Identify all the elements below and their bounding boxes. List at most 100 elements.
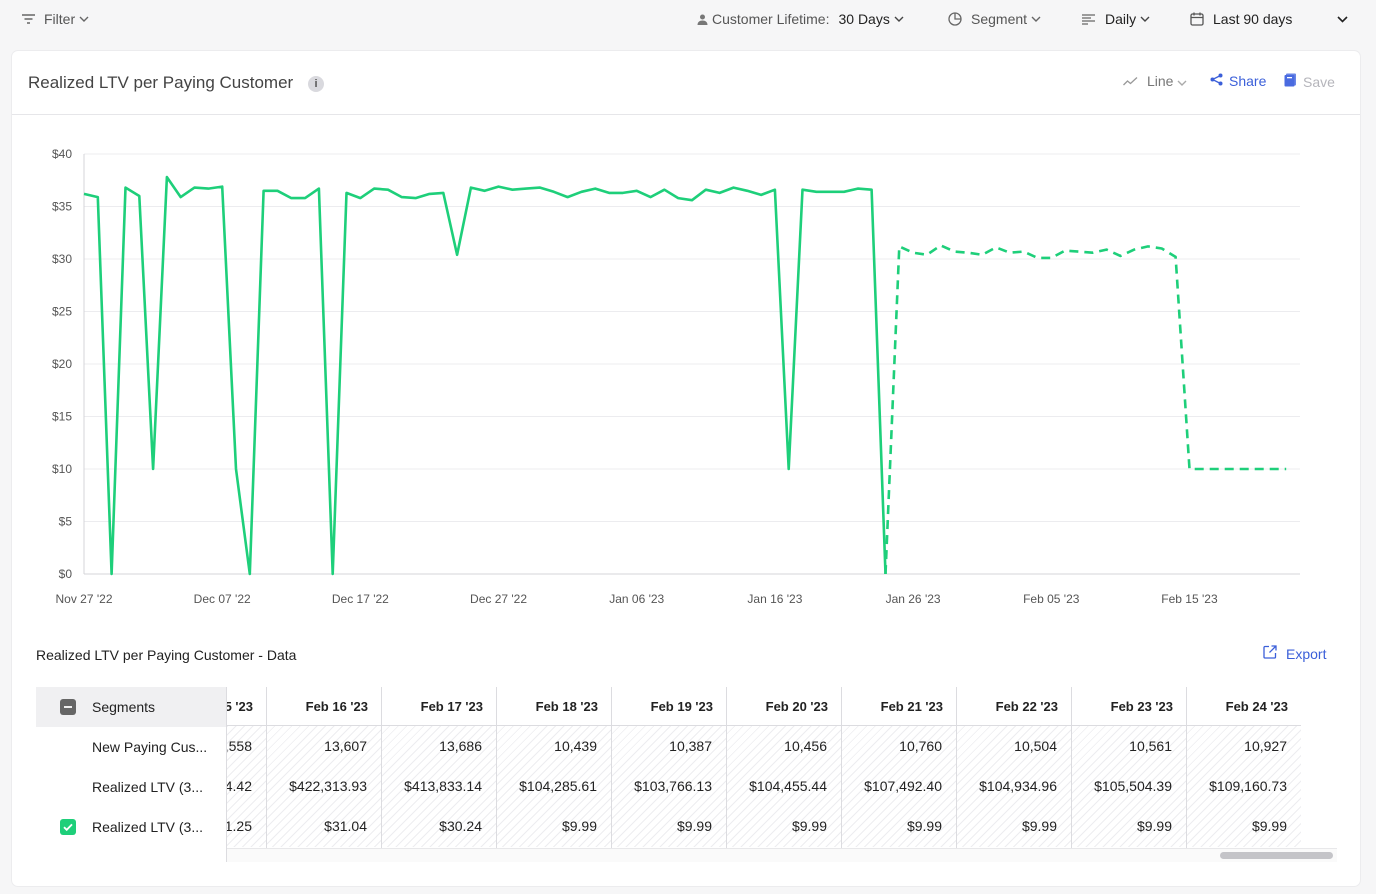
table-cell: 10,561 bbox=[1129, 738, 1172, 754]
customer-lifetime-dropdown[interactable]: Customer Lifetime: 30 Days bbox=[697, 0, 904, 38]
segment-row: Realized LTV (3... bbox=[36, 767, 227, 807]
segment-label: New Paying Cus... bbox=[92, 739, 208, 755]
table-cell: $9.99 bbox=[561, 818, 597, 834]
table-cell: 10,504 bbox=[1014, 738, 1057, 754]
table-cell: 10,387 bbox=[669, 738, 712, 754]
segment-row: New Paying Cus... bbox=[36, 727, 227, 767]
horizontal-scrollbar[interactable] bbox=[227, 848, 1337, 862]
table-cell: 10,456 bbox=[784, 738, 827, 754]
share-icon bbox=[1210, 73, 1223, 89]
chevron-down-icon bbox=[79, 16, 89, 22]
table-cell: $104,455.44 bbox=[749, 778, 827, 794]
table-cell: $9.99 bbox=[1136, 818, 1172, 834]
date-range-dropdown[interactable]: Last 90 days bbox=[1190, 0, 1352, 38]
chevron-down-icon bbox=[1177, 73, 1187, 89]
date-column: Feb 20 '23 10,456 $104,455.44 $9.99 bbox=[726, 687, 841, 848]
table-cell: $9.99 bbox=[1021, 818, 1057, 834]
segments-header: Segments bbox=[36, 687, 227, 727]
table-cell: $109,160.73 bbox=[1209, 778, 1287, 794]
segment-label: Realized LTV (3... bbox=[92, 819, 204, 835]
column-body: 10,504 $104,934.96 $9.99 bbox=[957, 726, 1071, 847]
column-header[interactable]: Feb 22 '23 bbox=[957, 687, 1071, 726]
date-column: Feb 18 '23 10,439 $104,285.61 $9.99 bbox=[496, 687, 611, 848]
column-body: 13,558 $423,714.42 $31.25 bbox=[227, 726, 266, 847]
date-column: Feb 15 '23 13,558 $423,714.42 $31.25 bbox=[227, 687, 266, 848]
chart-type-dropdown[interactable]: Line bbox=[1123, 73, 1187, 89]
info-icon[interactable]: i bbox=[308, 76, 324, 92]
granularity-label: Daily bbox=[1105, 11, 1137, 27]
y-tick-label: $40 bbox=[52, 147, 72, 161]
share-button[interactable]: Share bbox=[1210, 73, 1266, 89]
column-body: 10,561 $105,504.39 $9.99 bbox=[1072, 726, 1186, 847]
export-button[interactable]: Export bbox=[1263, 645, 1326, 662]
x-tick-label: Feb 05 '23 bbox=[1023, 592, 1080, 606]
column-body: 13,607 $422,313.93 $31.04 bbox=[267, 726, 381, 847]
save-button[interactable]: Save bbox=[1284, 73, 1335, 90]
segment-label: Realized LTV (3... bbox=[92, 779, 204, 795]
x-tick-label: Dec 07 '22 bbox=[194, 592, 251, 606]
table-cell: $423,714.42 bbox=[227, 778, 252, 794]
scrollbar-thumb[interactable] bbox=[1220, 852, 1333, 859]
x-tick-label: Jan 16 '23 bbox=[747, 592, 802, 606]
table-cell: $103,766.13 bbox=[634, 778, 712, 794]
card-header: Realized LTV per Paying Customer i Line … bbox=[12, 51, 1360, 115]
line-chart-icon bbox=[1123, 73, 1138, 89]
chevron-down-icon bbox=[1337, 15, 1348, 23]
data-grid[interactable]: Feb 15 '23 13,558 $423,714.42 $31.25 Feb 16 … bbox=[227, 687, 1337, 848]
chevron-down-icon bbox=[894, 16, 904, 22]
column-header[interactable]: Feb 16 '23 bbox=[267, 687, 381, 726]
date-column: Feb 23 '23 10,561 $105,504.39 $9.99 bbox=[1071, 687, 1186, 848]
y-tick-label: $35 bbox=[52, 200, 72, 214]
column-header[interactable]: Feb 19 '23 bbox=[612, 687, 726, 726]
y-tick-label: $0 bbox=[59, 567, 73, 581]
table-cell: 13,607 bbox=[324, 738, 367, 754]
lifetime-value: 30 Days bbox=[838, 11, 890, 27]
table-divider bbox=[226, 687, 227, 862]
x-tick-label: Jan 26 '23 bbox=[886, 592, 941, 606]
chevron-down-icon bbox=[1031, 16, 1041, 22]
column-header[interactable]: Feb 18 '23 bbox=[497, 687, 611, 726]
filter-label: Filter bbox=[44, 11, 76, 27]
date-column: Feb 21 '23 10,760 $107,492.40 $9.99 bbox=[841, 687, 956, 848]
data-section-title: Realized LTV per Paying Customer - Data bbox=[36, 647, 297, 663]
external-link-icon bbox=[1263, 645, 1277, 662]
line-chart: $0 $5 $10 $15 $20 $25 $30 $35 $40 Nov 27 '22 Dec 0… bbox=[52, 147, 1300, 606]
x-tick-label: Feb 15 '23 bbox=[1161, 592, 1218, 606]
column-body: 10,927 $109,160.73 $9.99 bbox=[1187, 726, 1301, 847]
table-cell: $413,833.14 bbox=[404, 778, 482, 794]
segment-dropdown[interactable]: Segment bbox=[948, 0, 1041, 38]
select-all-checkbox[interactable] bbox=[60, 699, 76, 715]
y-tick-label: $15 bbox=[52, 410, 72, 424]
column-header[interactable]: Feb 23 '23 bbox=[1072, 687, 1186, 726]
projected-series-line bbox=[884, 244, 1287, 575]
column-body: 10,387 $103,766.13 $9.99 bbox=[612, 726, 726, 847]
x-tick-label: Dec 17 '22 bbox=[332, 592, 389, 606]
x-tick-label: Dec 27 '22 bbox=[470, 592, 527, 606]
column-header[interactable]: Feb 21 '23 bbox=[842, 687, 956, 726]
column-body: 13,686 $413,833.14 $30.24 bbox=[382, 726, 496, 847]
table-cell: $9.99 bbox=[906, 818, 942, 834]
date-range-label: Last 90 days bbox=[1213, 11, 1293, 27]
filter-icon bbox=[22, 14, 35, 24]
table-cell: $104,285.61 bbox=[519, 778, 597, 794]
segment-checkbox-checked[interactable] bbox=[60, 819, 76, 835]
segment-row: Realized LTV (3... bbox=[36, 807, 227, 847]
filter-button[interactable]: Filter bbox=[22, 0, 89, 38]
granularity-dropdown[interactable]: Daily bbox=[1082, 0, 1150, 38]
table-cell: $104,934.96 bbox=[979, 778, 1057, 794]
table-cell: 10,760 bbox=[899, 738, 942, 754]
table-cell: 10,439 bbox=[554, 738, 597, 754]
column-header[interactable]: Feb 20 '23 bbox=[727, 687, 841, 726]
table-cell: 10,927 bbox=[1244, 738, 1287, 754]
column-header[interactable]: Feb 24 '23 bbox=[1187, 687, 1301, 726]
table-cell: $107,492.40 bbox=[864, 778, 942, 794]
table-cell: $9.99 bbox=[1251, 818, 1287, 834]
column-header[interactable]: Feb 17 '23 bbox=[382, 687, 496, 726]
date-column: Feb 22 '23 10,504 $104,934.96 $9.99 bbox=[956, 687, 1071, 848]
table-cell: 13,558 bbox=[227, 738, 252, 754]
table-cell: 13,686 bbox=[439, 738, 482, 754]
export-label: Export bbox=[1286, 645, 1327, 662]
column-header[interactable]: Feb 15 '23 bbox=[227, 687, 266, 726]
x-tick-label: Jan 06 '23 bbox=[609, 592, 664, 606]
segment-label: Segment bbox=[971, 11, 1028, 27]
